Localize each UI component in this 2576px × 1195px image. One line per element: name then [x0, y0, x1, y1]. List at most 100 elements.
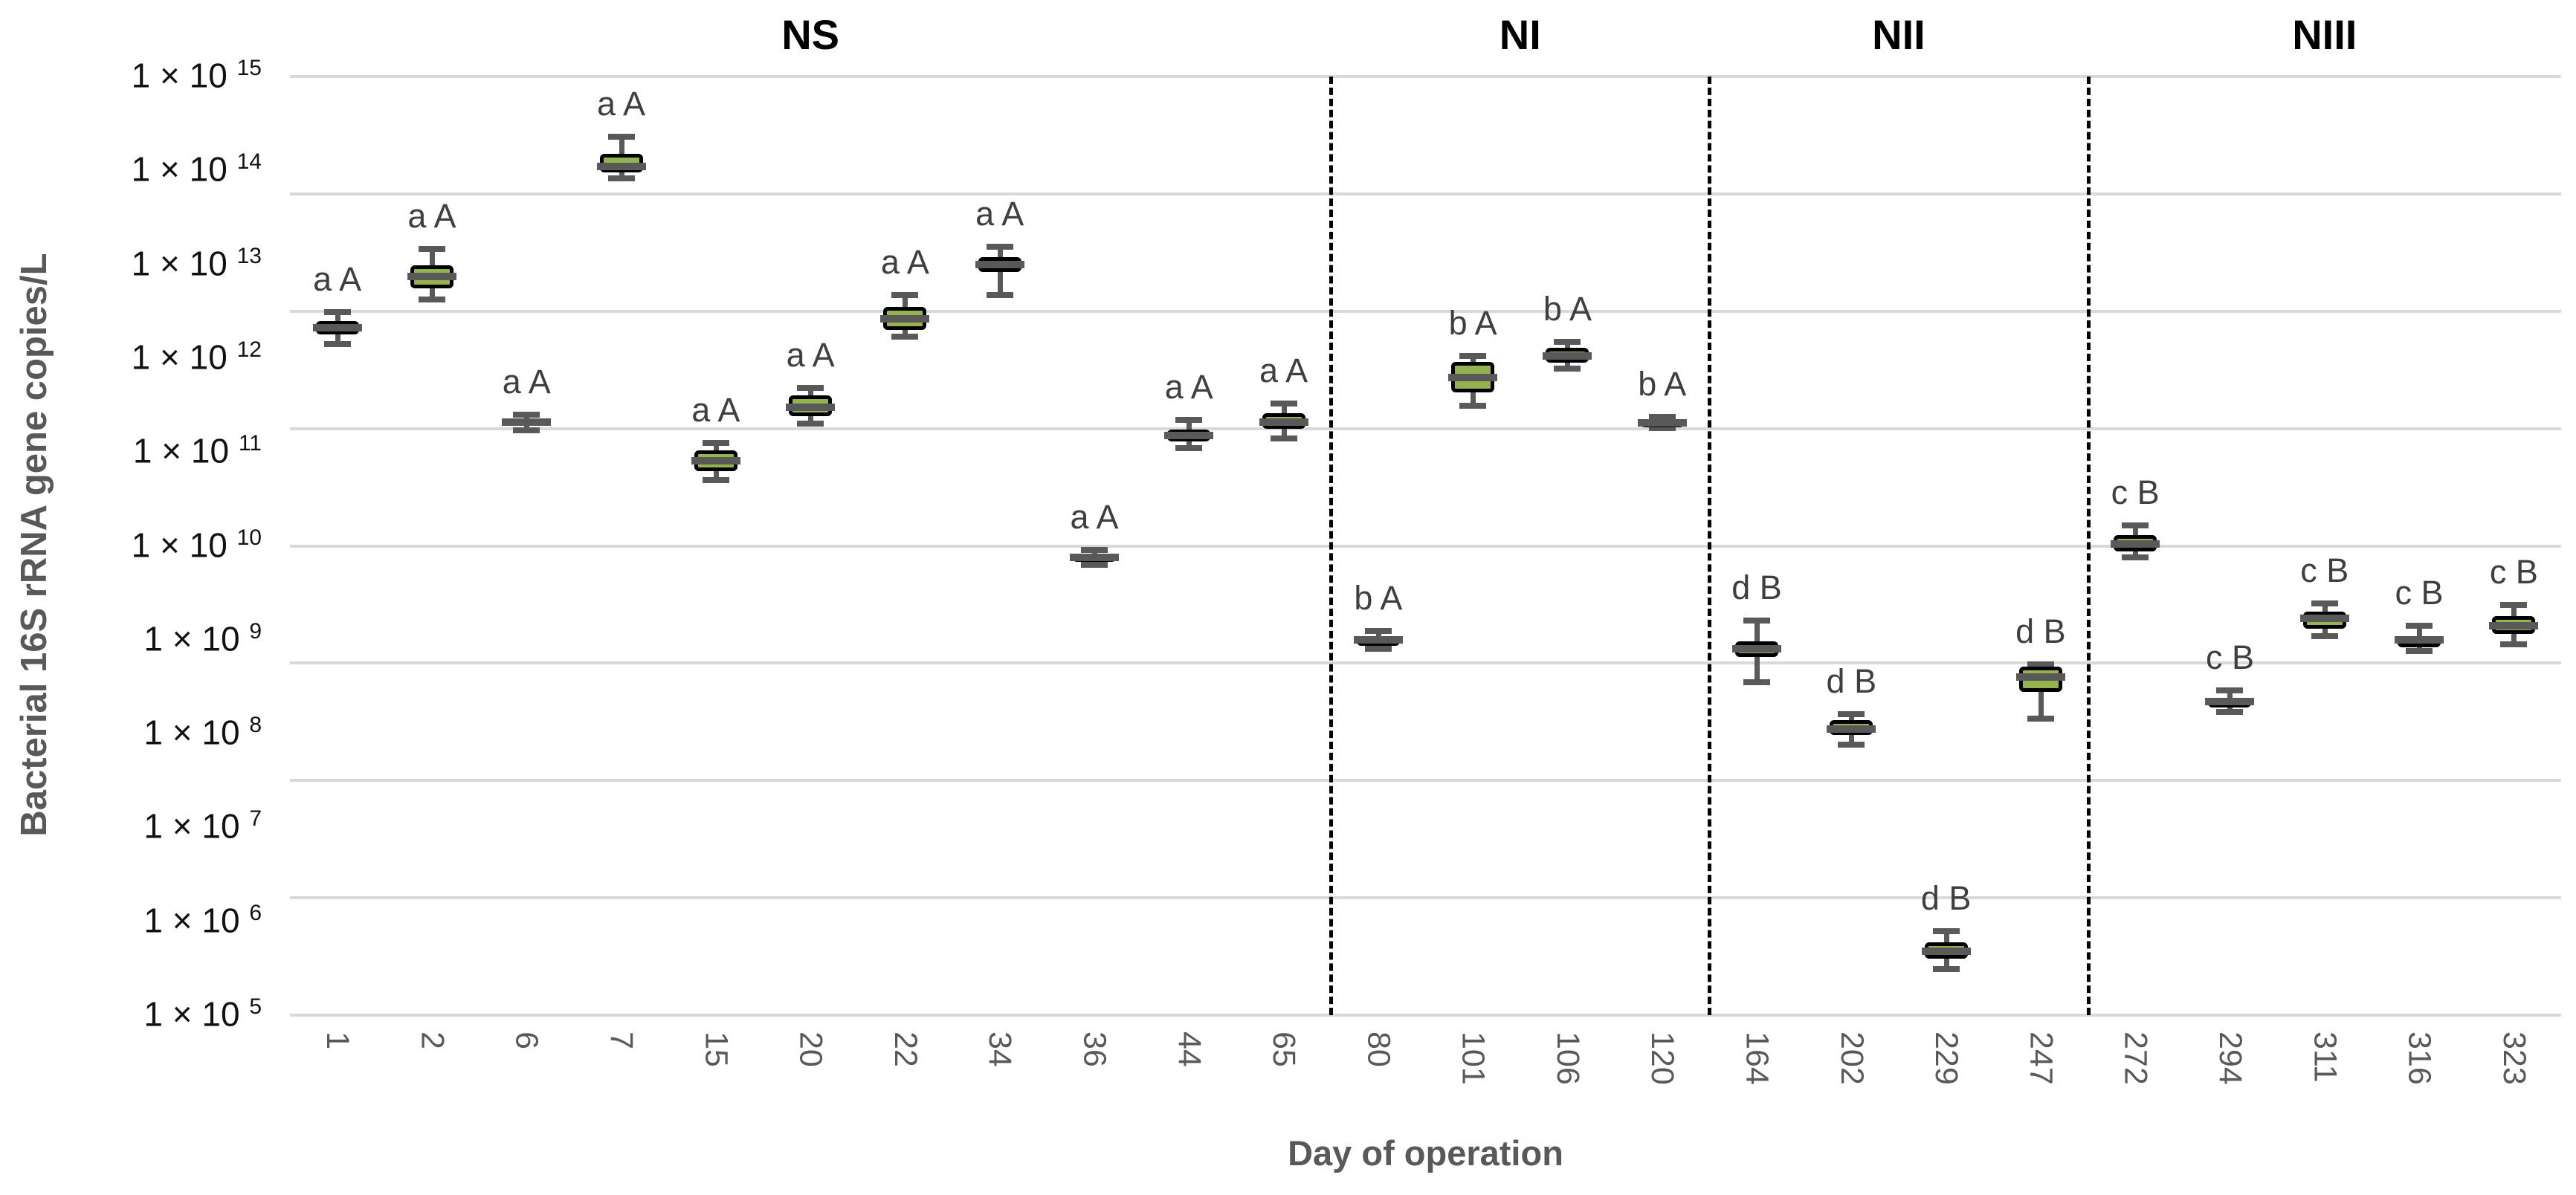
sig-label-day-22: a A: [880, 243, 929, 281]
whisker-cap-high-day-15: [702, 439, 729, 446]
y-tick-label-1e10: 1 × 10 10: [131, 525, 262, 564]
whisker-cap-high-day-294: [2216, 687, 2244, 693]
whisker-cap-low-day-101: [1459, 403, 1487, 409]
sig-label-day-106: b A: [1543, 289, 1592, 328]
whisker-cap-high-day-44: [1175, 416, 1203, 423]
sig-label-day-294: c B: [2205, 638, 2254, 676]
median-day-44: [1164, 431, 1214, 439]
x-tick-label-day-106: 106: [1549, 1032, 1586, 1085]
whisker-cap-high-day-120: [1648, 414, 1676, 421]
x-axis-title: Day of operation: [1288, 1133, 1563, 1173]
sig-label-day-6: a A: [502, 362, 551, 401]
sig-label-day-316: c B: [2395, 574, 2444, 612]
x-tick-label-day-316: 316: [2401, 1032, 2438, 1085]
x-tick-label-day-272: 272: [2117, 1032, 2154, 1085]
whisker-cap-low-day-323: [2500, 641, 2528, 648]
whisker-cap-low-day-164: [1743, 679, 1771, 686]
whisker-cap-low-day-34: [986, 292, 1013, 298]
median-day-2: [407, 273, 456, 281]
whisker-cap-high-day-20: [797, 385, 824, 392]
y-gridline: [290, 544, 2561, 548]
x-tick-label-day-120: 120: [1644, 1032, 1681, 1085]
y-tick-label-1e7: 1 × 10 7: [143, 806, 262, 846]
whisker-cap-high-day-229: [1932, 927, 1960, 934]
sig-label-day-20: a A: [786, 336, 835, 375]
median-day-202: [1827, 725, 1876, 733]
whisker-cap-low-day-44: [1175, 444, 1203, 451]
median-day-106: [1543, 352, 1592, 360]
median-day-7: [596, 163, 646, 171]
whisker-cap-high-day-164: [1743, 618, 1771, 624]
median-day-20: [786, 403, 836, 411]
phase-header-NI: NI: [1499, 11, 1541, 58]
whisker-cap-low-day-80: [1364, 646, 1392, 652]
whisker-cap-high-day-6: [513, 411, 540, 418]
whisker-cap-low-day-15: [702, 477, 729, 484]
median-day-6: [502, 418, 552, 426]
x-tick-label-day-15: 15: [698, 1032, 735, 1067]
y-gridline: [290, 427, 2561, 430]
x-tick-label-day-202: 202: [1833, 1032, 1870, 1085]
y-gridline: [290, 75, 2561, 78]
sig-label-day-164: d B: [1731, 569, 1782, 607]
y-tick-label-1e13: 1 × 10 13: [131, 243, 262, 282]
y-gridline: [290, 779, 2561, 783]
y-tick-label-1e8: 1 × 10 8: [143, 713, 262, 752]
y-gridline: [290, 661, 2561, 665]
y-tick-label-1e11: 1 × 10 11: [132, 431, 262, 470]
x-tick-label-day-20: 20: [793, 1032, 829, 1067]
x-tick-label-day-80: 80: [1360, 1032, 1397, 1067]
sig-label-day-36: a A: [1070, 498, 1119, 537]
phase-divider: [1329, 77, 1334, 1015]
whisker-cap-high-day-36: [1080, 547, 1108, 554]
whisker-cap-high-day-323: [2500, 601, 2528, 608]
median-day-36: [1069, 554, 1119, 562]
whisker-cap-high-day-22: [891, 292, 919, 298]
whisker-cap-low-day-294: [2216, 708, 2244, 715]
whisker-cap-high-day-202: [1838, 711, 1865, 718]
whisker-cap-high-day-80: [1364, 627, 1392, 634]
whisker-cap-low-day-22: [891, 333, 919, 340]
y-gridline: [290, 896, 2561, 900]
phase-header-NII: NII: [1872, 11, 1925, 58]
whisker-cap-low-day-20: [797, 421, 824, 427]
phase-divider: [2086, 77, 2091, 1015]
x-tick-label-day-294: 294: [2212, 1032, 2248, 1085]
whisker-cap-high-day-247: [2027, 661, 2054, 667]
median-day-120: [1637, 418, 1687, 427]
whisker-cap-high-day-272: [2122, 522, 2149, 529]
y-gridline: [290, 1014, 2561, 1017]
whisker-cap-low-day-36: [1080, 561, 1108, 568]
median-day-229: [1921, 947, 1971, 955]
sig-label-day-311: c B: [2300, 551, 2349, 589]
sig-label-day-202: d B: [1826, 662, 1877, 701]
sig-label-day-7: a A: [596, 84, 646, 123]
sig-label-day-120: b A: [1638, 365, 1687, 404]
whisker-cap-low-day-1: [323, 341, 351, 348]
whisker-cap-low-day-247: [2027, 715, 2054, 722]
median-day-22: [880, 315, 930, 323]
median-day-80: [1353, 635, 1403, 644]
sig-label-day-323: c B: [2489, 552, 2538, 591]
phase-divider: [1708, 77, 1712, 1015]
y-tick-label-1e9: 1 × 10 9: [143, 618, 262, 658]
median-day-15: [691, 457, 740, 465]
whisker-cap-high-day-2: [418, 246, 445, 253]
x-tick-label-day-229: 229: [1928, 1032, 1965, 1085]
x-tick-label-day-22: 22: [887, 1032, 923, 1067]
y-tick-label-1e12: 1 × 10 12: [131, 337, 262, 377]
whisker-cap-low-day-229: [1932, 965, 1960, 972]
sig-label-day-34: a A: [975, 194, 1024, 233]
x-tick-label-day-2: 2: [414, 1032, 451, 1049]
whisker-cap-low-day-272: [2122, 554, 2149, 560]
whisker-cap-high-day-106: [1554, 338, 1581, 345]
y-tick-label-1e5: 1 × 10 5: [143, 994, 262, 1034]
sig-label-day-15: a A: [691, 390, 740, 429]
y-tick-label-1e6: 1 × 10 6: [143, 900, 262, 940]
y-gridline: [290, 192, 2561, 195]
median-day-323: [2489, 622, 2539, 630]
sig-label-day-2: a A: [407, 197, 456, 236]
median-day-247: [2015, 673, 2065, 681]
whisker-cap-low-day-6: [513, 427, 540, 434]
